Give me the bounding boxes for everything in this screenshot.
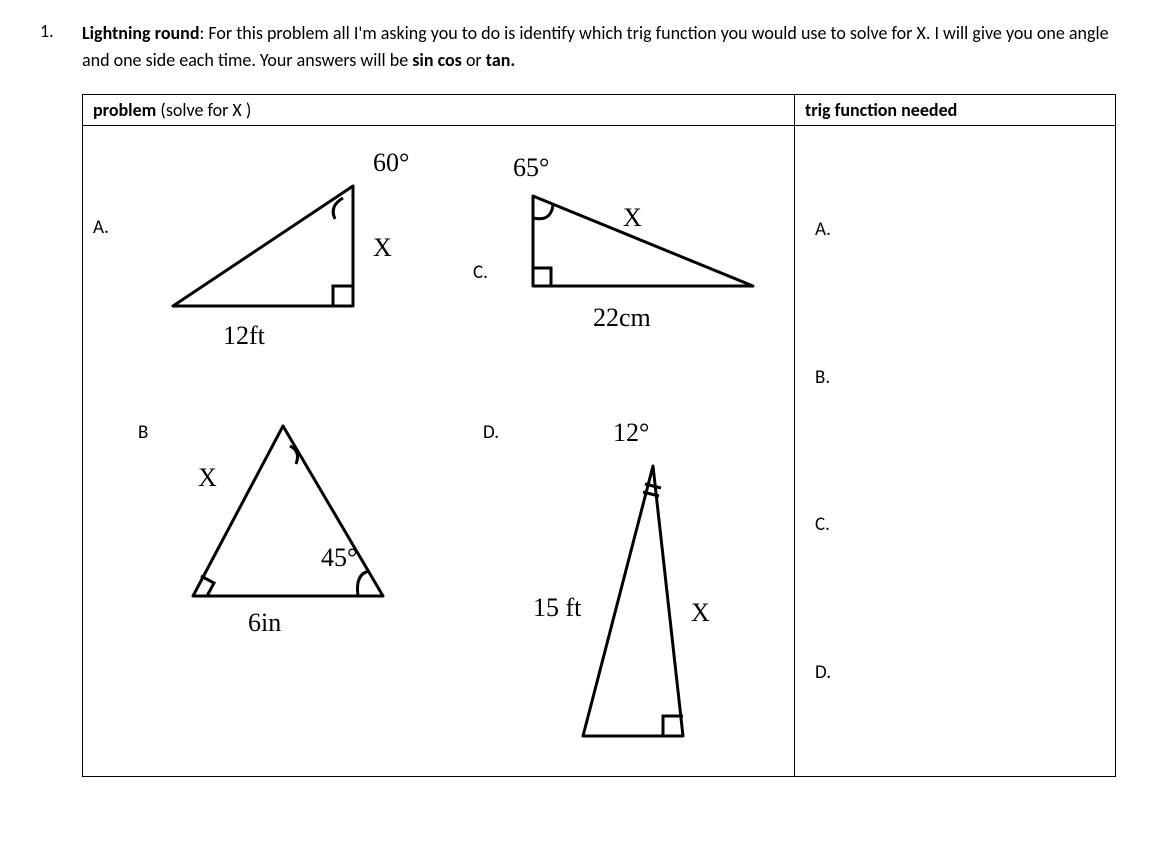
diagram-d-region: D. 12° 15 ft X bbox=[463, 406, 793, 776]
side-x-b: X bbox=[198, 463, 217, 492]
triangle-a bbox=[173, 186, 353, 306]
tan-bold: tan. bbox=[486, 49, 515, 71]
lead-bold: Lightning round bbox=[82, 22, 199, 44]
right-angle-a bbox=[333, 286, 353, 306]
diagram-a-svg: 60° X 12ft bbox=[83, 126, 463, 406]
base-a: 12ft bbox=[223, 321, 266, 350]
angle-arc-c bbox=[533, 205, 553, 219]
header-problem-cell: problem (solve for X ) bbox=[83, 95, 795, 125]
right-angle-c bbox=[533, 268, 551, 286]
diagram-a-label: A. bbox=[93, 216, 109, 239]
angle-c-text: 65° bbox=[513, 153, 549, 182]
diagram-a-region: A. 60° X 12ft bbox=[83, 126, 463, 406]
or-text: or bbox=[462, 49, 486, 71]
problem-header: 1. Lightning round: For this problem all… bbox=[40, 20, 1116, 74]
answer-row-d: D. bbox=[815, 661, 1095, 684]
answer-row-c: C. bbox=[815, 513, 1095, 536]
worksheet-table: problem (solve for X ) trig function nee… bbox=[82, 94, 1116, 777]
base-b: 6in bbox=[248, 608, 281, 637]
problem-number: 1. bbox=[40, 20, 64, 74]
problems-cell: A. 60° X 12ft C. bbox=[83, 126, 795, 776]
diagram-d-svg: 12° 15 ft X bbox=[463, 406, 793, 776]
prompt-body: : For this problem all I'm asking you to… bbox=[82, 22, 1109, 71]
angle-a-text: 60° bbox=[373, 148, 409, 177]
angle-arc-b bbox=[357, 571, 369, 596]
header-answer: trig function needed bbox=[805, 99, 957, 121]
triangle-c bbox=[533, 196, 753, 286]
answers-cell: A. B. C. D. bbox=[795, 126, 1115, 776]
answer-row-b: B. bbox=[815, 366, 1095, 389]
side-x-d: X bbox=[691, 598, 710, 627]
diagram-c-label: C. bbox=[473, 261, 488, 284]
table-body: A. 60° X 12ft C. bbox=[83, 126, 1115, 776]
side-x-a: X bbox=[373, 233, 392, 262]
triangle-d bbox=[583, 466, 683, 736]
diagram-c-svg: 65° X 22cm bbox=[463, 126, 793, 406]
diagram-b-svg: X 45° 6in bbox=[83, 406, 463, 726]
diagram-d-label: D. bbox=[483, 421, 499, 444]
sincos-bold: sin cos bbox=[412, 49, 462, 71]
diagram-b-label: B bbox=[138, 421, 148, 444]
header-problem-bold: problem bbox=[93, 99, 156, 121]
angle-d-text: 12° bbox=[613, 418, 649, 447]
answer-row-a: A. bbox=[815, 218, 1095, 241]
hyp-d: 15 ft bbox=[533, 593, 582, 622]
angle-b-text: 45° bbox=[321, 543, 357, 572]
header-answer-cell: trig function needed bbox=[795, 95, 1115, 125]
diagram-b-region: B X 45° 6in bbox=[83, 406, 463, 726]
header-problem-suffix: (solve for X ) bbox=[156, 99, 251, 121]
base-c: 22cm bbox=[593, 303, 651, 332]
angle-arc-a bbox=[333, 198, 343, 219]
side-x-c: X bbox=[623, 203, 642, 232]
table-header-row: problem (solve for X ) trig function nee… bbox=[83, 95, 1115, 126]
problem-prompt: Lightning round: For this problem all I'… bbox=[82, 20, 1116, 74]
diagram-c-region: C. 65° X 22cm bbox=[463, 126, 793, 406]
